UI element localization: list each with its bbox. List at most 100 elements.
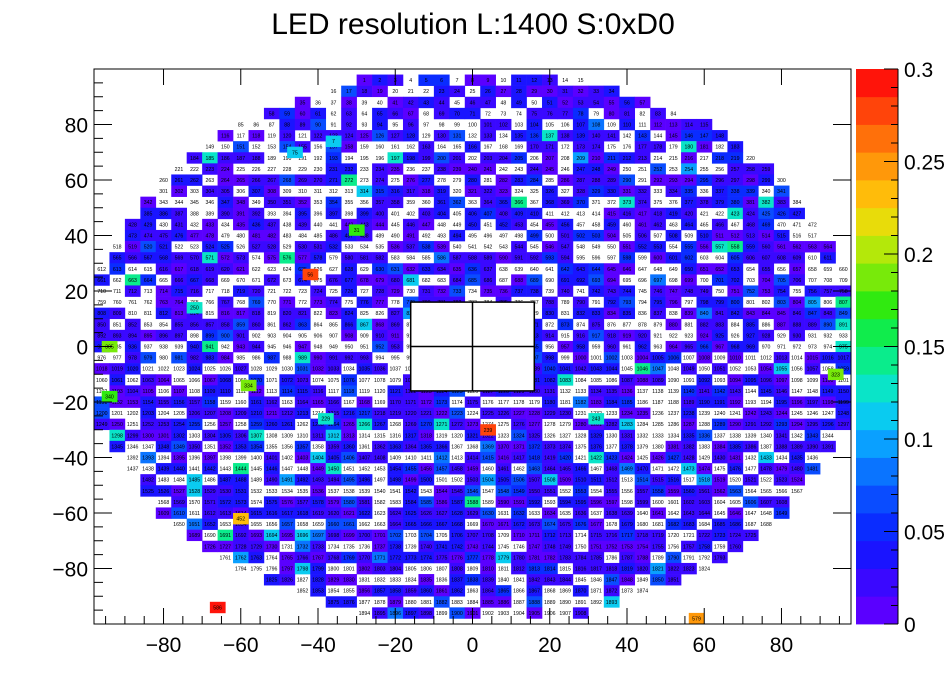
cell-label: 803 bbox=[777, 300, 786, 306]
cell-label: 798 bbox=[700, 300, 709, 306]
cell-label: 825 bbox=[360, 311, 369, 317]
cell-label: 887 bbox=[777, 322, 786, 328]
heatmap-cell bbox=[109, 418, 126, 431]
cell-label: 793 bbox=[623, 300, 632, 306]
heatmap-cell bbox=[480, 118, 496, 131]
cell-label: 826 bbox=[375, 311, 384, 317]
heatmap-cell bbox=[464, 463, 481, 475]
heatmap-cell bbox=[727, 352, 744, 364]
cell-label: 1284 bbox=[637, 422, 649, 428]
cell-label: 1104 bbox=[127, 389, 138, 395]
cell-label: 581 bbox=[360, 256, 369, 262]
cell-label: 1243 bbox=[760, 411, 772, 417]
heatmap-cell bbox=[789, 296, 805, 308]
heatmap-cell bbox=[789, 396, 805, 408]
cell-label: 1169 bbox=[374, 400, 385, 406]
cell-label: 972 bbox=[793, 345, 802, 351]
cell-label: 1658 bbox=[297, 522, 309, 528]
heatmap-cell bbox=[758, 307, 775, 320]
heatmap-cell bbox=[171, 429, 187, 442]
cell-label: 1452 bbox=[359, 467, 371, 473]
heatmap-cell bbox=[557, 551, 574, 564]
cell-label: 640 bbox=[530, 267, 539, 273]
cell-label: 1623 bbox=[374, 511, 386, 517]
cell-label: 1378 bbox=[621, 444, 633, 450]
cell-label: 39 bbox=[361, 100, 367, 106]
cell-label: 1585 bbox=[420, 500, 432, 506]
cell-label: 1534 bbox=[281, 489, 293, 495]
cell-label: 40 bbox=[377, 100, 383, 106]
cell-label: 1791 bbox=[683, 555, 695, 561]
heatmap-cell bbox=[542, 440, 558, 453]
cell-label: 1748 bbox=[544, 544, 556, 550]
cell-label: 1204 bbox=[158, 411, 170, 417]
heatmap-cell bbox=[248, 218, 265, 231]
heatmap-cell bbox=[294, 318, 311, 331]
cell-label: 1332 bbox=[637, 433, 649, 439]
heatmap-cell bbox=[650, 107, 666, 120]
cell-label: 1325 bbox=[529, 433, 541, 439]
heatmap-cell bbox=[820, 307, 836, 320]
cell-label: 1801 bbox=[343, 567, 355, 573]
cell-label: 579 bbox=[329, 256, 338, 262]
cell-label: 508 bbox=[669, 234, 678, 240]
heatmap-cell bbox=[742, 241, 759, 253]
cell-label: 794 bbox=[638, 300, 647, 306]
cell-label: 1827 bbox=[297, 578, 309, 584]
cell-label: 834 bbox=[607, 311, 616, 317]
cell-label: 1276 bbox=[513, 422, 525, 428]
cell-label: 701 bbox=[715, 278, 724, 284]
cell-label: 457 bbox=[576, 222, 585, 228]
cell-label: 1371 bbox=[513, 444, 525, 450]
cell-label: 1237 bbox=[668, 411, 680, 417]
cell-label: 1774 bbox=[420, 555, 432, 561]
cell-label: 1473 bbox=[683, 467, 695, 473]
cell-label: 1561 bbox=[698, 489, 710, 495]
cell-label: 30 bbox=[547, 89, 553, 95]
cell-label: 1907 bbox=[559, 611, 571, 617]
heatmap-cell bbox=[464, 507, 481, 519]
cell-label: 414 bbox=[592, 211, 601, 217]
cell-label: 1390 bbox=[807, 444, 819, 450]
cell-label: 1616 bbox=[266, 511, 278, 517]
heatmap-cell bbox=[356, 451, 373, 464]
cell-label: 770 bbox=[267, 300, 276, 306]
cell-label: 259 bbox=[762, 167, 771, 173]
cell-label: 1406 bbox=[343, 456, 355, 462]
cell-label: 680 bbox=[391, 278, 400, 284]
heatmap-cell bbox=[526, 85, 543, 98]
cell-label: 576 bbox=[283, 256, 292, 262]
heatmap-cell bbox=[356, 407, 373, 419]
heatmap-cell bbox=[480, 507, 496, 519]
heatmap-cell bbox=[696, 196, 713, 209]
cell-label: 1575 bbox=[266, 500, 278, 506]
cell-label: 1712 bbox=[544, 533, 556, 539]
heatmap-cell-notable bbox=[209, 601, 226, 614]
cell-label: 772 bbox=[298, 300, 307, 306]
heatmap-cell bbox=[248, 440, 265, 453]
cell-label: 692 bbox=[576, 278, 585, 284]
cell-label: 524 bbox=[206, 245, 215, 251]
cell-label: 137 bbox=[545, 134, 554, 140]
heatmap-cell bbox=[402, 407, 419, 419]
heatmap-cell bbox=[742, 252, 759, 264]
cell-label: 1547 bbox=[482, 489, 494, 495]
cell-label: 582 bbox=[375, 256, 384, 262]
cell-label: 1510 bbox=[575, 478, 587, 484]
heatmap-cell bbox=[557, 252, 574, 264]
heatmap-cell bbox=[603, 585, 620, 597]
cell-label: 1839 bbox=[482, 578, 494, 584]
cell-label: 1073 bbox=[297, 378, 309, 384]
cell-label: 1174 bbox=[451, 400, 462, 406]
cell-label: 1413 bbox=[451, 456, 463, 462]
cell-label: 1729 bbox=[250, 544, 262, 550]
cell-label: 1280 bbox=[575, 422, 587, 428]
cell-label: 509 bbox=[684, 234, 693, 240]
cell-label: 1138 bbox=[652, 389, 663, 395]
cell-label: 1803 bbox=[374, 567, 386, 573]
cell-label: 53 bbox=[578, 100, 584, 106]
cell-label: 526 bbox=[236, 245, 245, 251]
heatmap-cell bbox=[681, 241, 697, 253]
cell-label: 819 bbox=[267, 311, 276, 317]
cell-label: 199 bbox=[422, 156, 431, 162]
